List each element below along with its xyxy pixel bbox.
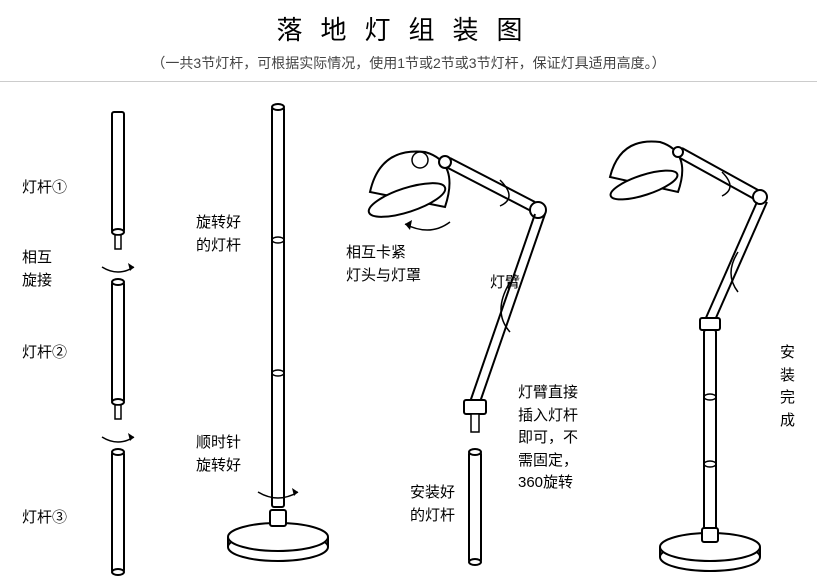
diagram-canvas: 灯杆① 相互 旋接 灯杆② 灯杆③ 旋转好 的灯杆 顺时针 旋转好 [0, 82, 817, 580]
page-subtitle: （一共3节灯杆，可根据实际情况，使用1节或2节或3节灯杆，保证灯具适用高度。） [0, 53, 817, 73]
page-title: 落地灯组装图 [0, 10, 817, 47]
assembled-pole [220, 92, 340, 580]
label-insert: 灯臂直接 插入灯杆 即可，不 需固定， 360旋转 [518, 382, 578, 495]
label-pole3: 灯杆③ [22, 507, 67, 530]
label-pole1: 灯杆① [22, 177, 67, 200]
finished-lamp [600, 102, 800, 580]
lamp-head-arm [350, 102, 580, 572]
label-arm: 灯臂 [490, 272, 520, 295]
header: 落地灯组装图 （一共3节灯杆，可根据实际情况，使用1节或2节或3节灯杆，保证灯具… [0, 0, 817, 82]
label-clockwise: 顺时针 旋转好 [196, 432, 241, 477]
label-clamp: 相互卡紧 灯头与灯罩 [346, 242, 421, 287]
label-rotated-pole: 旋转好 的灯杆 [196, 212, 241, 257]
label-pole2: 灯杆② [22, 342, 67, 365]
pole-segments [80, 92, 160, 580]
label-done: 安 装 完 成 [780, 342, 795, 432]
label-installed-pole: 安装好 的灯杆 [410, 482, 455, 527]
label-connect: 相互 旋接 [22, 247, 52, 292]
